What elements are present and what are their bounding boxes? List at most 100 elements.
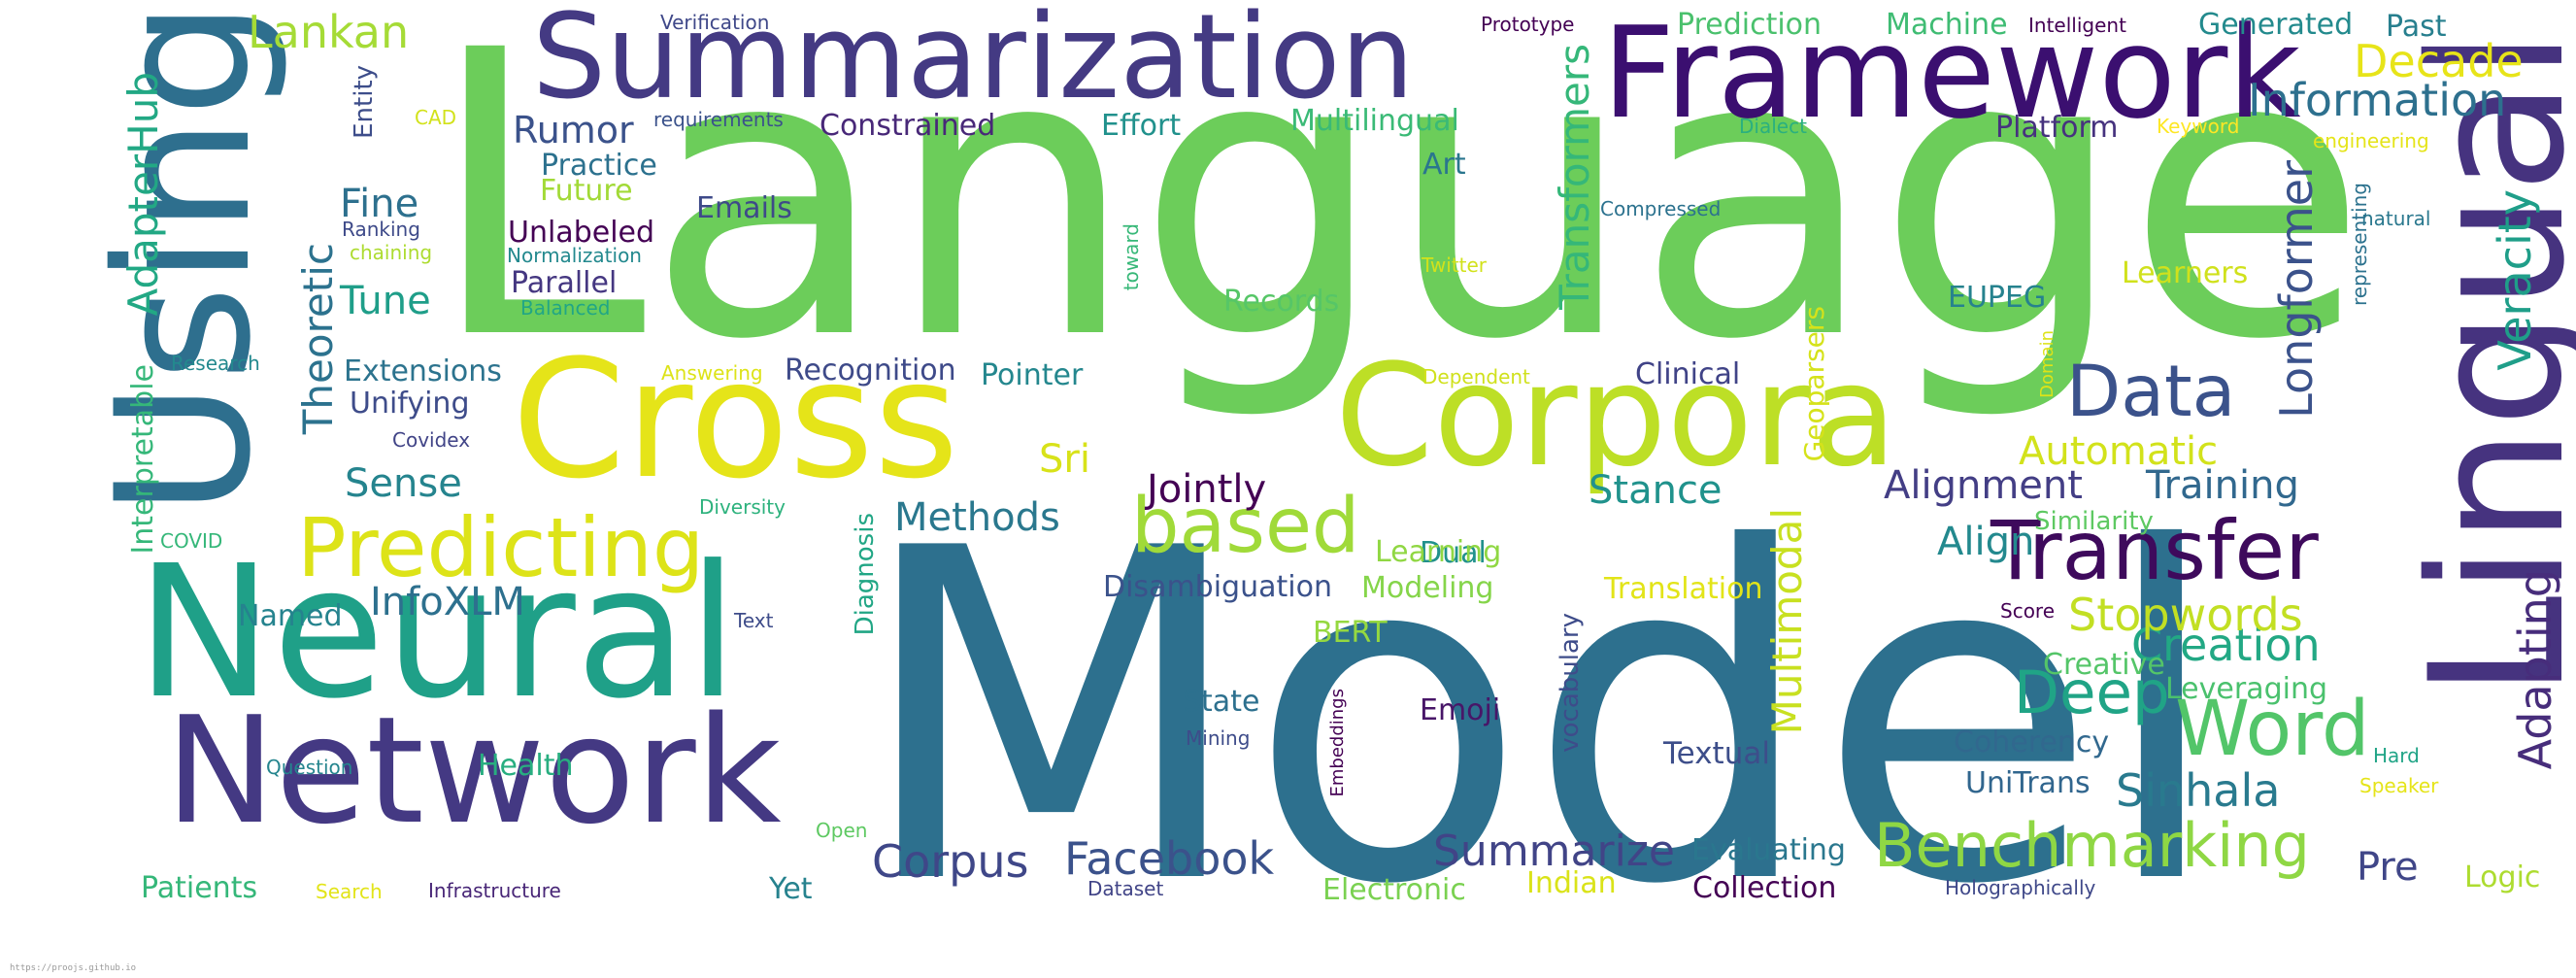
word-emails: Emails [696, 191, 792, 225]
word-cross: Cross [512, 324, 959, 515]
word-multimodal: Multimodal [1763, 508, 1811, 735]
word-electronic: Electronic [1322, 873, 1466, 907]
word-training: Training [2146, 463, 2299, 508]
word-adapting: Adapting [2509, 569, 2561, 770]
word-framework: Framework [1602, 0, 2301, 147]
word-summarization: Summarization [532, 0, 1415, 125]
word-textual: Textual [1663, 736, 1770, 771]
word-compressed: Compressed [1600, 197, 1722, 220]
word-summarize: Summarize [1433, 826, 1675, 876]
word-interpretable: Interpretable [126, 364, 160, 555]
word-geoparsers: Geoparsers [1798, 306, 1830, 462]
word-question: Question [266, 756, 353, 779]
word-transformers: Transformers [1551, 44, 1598, 310]
word-corpora: Corpora [1335, 334, 1897, 498]
word-stopwords: Stopwords [2068, 589, 2303, 641]
word-benchmarking: Benchmarking [1874, 810, 2311, 881]
word-jointly: Jointly [1147, 467, 1267, 512]
word-yet: Yet [769, 872, 813, 906]
word-unitrans: UniTrans [1965, 766, 2091, 800]
word-engineering: engineering [2313, 129, 2429, 152]
word-dependent: Dependent [1422, 365, 1530, 388]
word-infrastructure: Infrastructure [428, 879, 561, 902]
word-deep: Deep [2014, 658, 2170, 727]
word-constrained: Constrained [820, 109, 996, 143]
word-prototype: Prototype [1481, 13, 1575, 36]
word-eupeg: EUPEG [1948, 281, 2047, 315]
word-similarity: Similarity [2034, 507, 2154, 536]
word-prediction: Prediction [1677, 8, 1823, 42]
word-vocabulary: vocabulary [1556, 613, 1585, 753]
word-bert: BERT [1313, 616, 1388, 650]
word-coherency: Coherency [1954, 725, 2110, 759]
word-collection: Collection [1692, 871, 1837, 905]
word-tune: Tune [340, 279, 431, 323]
word-domain: Domain [2037, 330, 2057, 398]
word-speaker: Speaker [2359, 774, 2439, 797]
word-hard: Hard [2373, 744, 2420, 767]
word-sinhala: Sinhala [2116, 764, 2281, 817]
word-recognition: Recognition [785, 354, 956, 388]
word-effort: Effort [1101, 109, 1182, 143]
word-past: Past [2386, 10, 2447, 44]
word-theoretic: Theoretic [294, 243, 342, 435]
word-multilingual: Multilingual [1290, 104, 1459, 138]
word-open: Open [816, 819, 868, 842]
word-sense: Sense [345, 461, 462, 506]
word-keyword: Keyword [2157, 115, 2240, 138]
word-unlabeled: Unlabeled [508, 216, 655, 250]
word-state: State [1183, 685, 1260, 719]
word-logic: Logic [2464, 860, 2541, 894]
footer-url: https://proojs.github.io [10, 963, 137, 973]
word-evaluating: Evaluating [1691, 833, 1846, 867]
word-patients: Patients [141, 871, 258, 905]
word-word: Word [2175, 686, 2370, 773]
word-fine: Fine [340, 182, 419, 226]
word-covid: COVID [160, 529, 223, 553]
word-future: Future [540, 174, 633, 208]
word-health: Health [478, 749, 574, 783]
word-unifying: Unifying [350, 387, 470, 421]
word-verification: Verification [660, 11, 770, 34]
word-pre: Pre [2357, 845, 2419, 890]
word-model: Model [854, 453, 2225, 978]
word-pointer: Pointer [981, 358, 1084, 392]
word-learning: Learning [1375, 535, 1502, 569]
word-platform: Platform [1995, 111, 2119, 145]
word-answering: Answering [661, 361, 763, 385]
word-clinical: Clinical [1635, 357, 1741, 391]
word-translation: Translation [1604, 572, 1763, 606]
word-align: Align [1937, 520, 2035, 564]
word-embeddings: Embeddings [1327, 689, 1348, 797]
word-predicting: Predicting [297, 500, 705, 595]
word-covidex: Covidex [392, 428, 471, 452]
word-longformer: Longformer [2270, 160, 2323, 419]
word-methods: Methods [894, 495, 1060, 540]
word-normalization: Normalization [507, 244, 642, 267]
word-holographically: Holographically [1945, 876, 2096, 899]
word-score: Score [2000, 599, 2056, 623]
word-twitter: Twitter [1422, 253, 1488, 277]
word-network: Network [165, 685, 782, 857]
word-balanced: Balanced [520, 296, 611, 320]
word-entity: Entity [350, 65, 379, 139]
word-based: based [1131, 483, 1360, 570]
word-neural: Neural [136, 526, 739, 739]
word-modeling: Modeling [1361, 571, 1494, 605]
word-data: Data [2066, 351, 2236, 433]
word-records: Records [1223, 285, 1340, 319]
word-diagnosis: Diagnosis [851, 513, 880, 636]
word-learners: Learners [2122, 256, 2249, 290]
word-machine: Machine [1886, 8, 2008, 42]
word-dataset: Dataset [1087, 877, 1164, 900]
word-infoxlm: InfoXLM [370, 580, 525, 624]
word-sri: Sri [1039, 437, 1090, 482]
word-decade: Decade [2354, 35, 2524, 87]
word-dual: Dual [1420, 536, 1487, 570]
word-stance: Stance [1589, 468, 1723, 513]
word-named: Named [238, 599, 343, 633]
word-practice: Practice [541, 149, 657, 183]
word-adapterhub: AdapterHub [119, 72, 167, 317]
word-diversity: Diversity [699, 495, 786, 519]
word-facebook: Facebook [1064, 832, 1275, 885]
